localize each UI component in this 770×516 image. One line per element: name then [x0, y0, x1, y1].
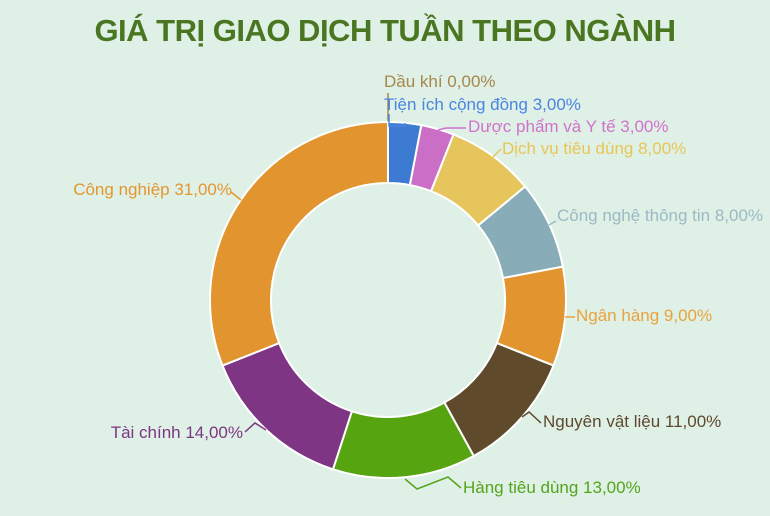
- slice-label-hang-tieu-dung: Hàng tiêu dùng 13,00%: [463, 478, 641, 497]
- slice-label-cong-nghiep: Công nghiệp 31,00%: [73, 180, 232, 199]
- label-connector: [388, 114, 406, 127]
- label-connector: [244, 422, 267, 433]
- label-connector: [437, 127, 466, 131]
- slice-label-dau-khi: Dầu khí 0,00%: [384, 72, 496, 91]
- label-connector: [230, 191, 242, 201]
- label-connector: [521, 411, 542, 424]
- slice-label-dich-vu-tieu-dung: Dịch vụ tiêu dùng 8,00%: [502, 139, 687, 158]
- pie-slice-8[interactable]: [221, 341, 354, 471]
- pie-slice-9[interactable]: [209, 120, 389, 367]
- chart-title: GIÁ TRỊ GIAO DỊCH TUẦN THEO NGÀNH: [94, 13, 676, 48]
- label-connector: [548, 220, 557, 226]
- slice-label-tai-chinh: Tài chính 14,00%: [110, 423, 243, 442]
- slice-label-cong-nghe-thong-tin: Công nghệ thông tin 8,00%: [557, 206, 764, 225]
- slice-label-nguyen-vat-lieu: Nguyên vật liệu 11,00%: [543, 412, 722, 431]
- label-connector: [404, 476, 462, 490]
- label-connector: [492, 148, 502, 158]
- slice-label-tien-ich-cong-dong: Tiện ích cộng đồng 3,00%: [384, 95, 581, 114]
- slice-label-ngan-hang: Ngân hàng 9,00%: [576, 306, 713, 325]
- slice-label-duoc-pham-va-y-te: Dược phẩm và Y tế 3,00%: [468, 117, 669, 136]
